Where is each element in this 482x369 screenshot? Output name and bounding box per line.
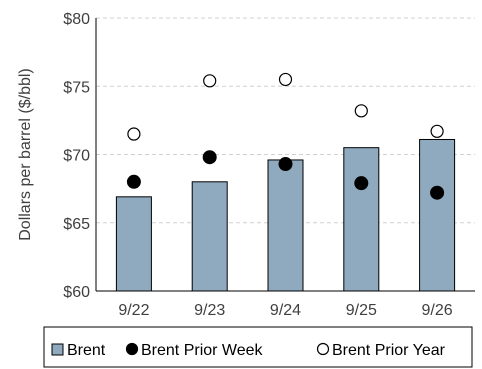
bar-brent: [343, 147, 380, 292]
legend-label: Brent Prior Week: [141, 342, 264, 359]
legend: Brent Brent Prior Week Brent Prior Year: [43, 326, 473, 368]
y-tick-label: $60: [63, 284, 90, 301]
point-brent-prior-week: [354, 176, 369, 191]
point-brent-prior-year: [203, 74, 217, 88]
x-tick-labels: 9/22 9/23 9/24 9/25 9/26: [118, 302, 452, 319]
markers: [126, 72, 445, 200]
point-brent-prior-year: [127, 127, 141, 141]
bar-brent: [191, 181, 228, 292]
x-tick-label: 9/26: [422, 302, 453, 319]
x-tick-label: 9/23: [194, 302, 225, 319]
y-tick-label: $65: [63, 216, 90, 233]
legend-marker-brent-prior-year: [316, 342, 330, 356]
point-brent-prior-week: [126, 174, 141, 189]
point-brent-prior-year: [354, 104, 368, 118]
legend-label: Brent Prior Year: [332, 342, 446, 359]
point-brent-prior-year: [278, 72, 293, 87]
axes: [95, 18, 475, 292]
y-axis-title: Dollars per barrel ($/bbl): [17, 68, 34, 241]
y-tick-label: $80: [63, 11, 90, 28]
legend-swatch-brent: [51, 343, 64, 356]
point-brent-prior-week: [202, 150, 217, 165]
point-brent-prior-week: [278, 157, 293, 172]
legend-label: Brent: [67, 342, 106, 359]
legend-marker-brent-prior-week: [125, 342, 139, 356]
y-tick-labels: $60 $65 $70 $75 $80: [63, 11, 90, 301]
legend-box: [43, 326, 473, 368]
point-brent-prior-week: [430, 185, 445, 200]
point-brent-prior-year: [430, 124, 444, 138]
bar-brent: [419, 138, 456, 292]
x-tick-label: 9/24: [270, 302, 301, 319]
bar-brent: [267, 159, 304, 292]
bar-brent: [115, 196, 152, 292]
y-tick-label: $70: [63, 148, 90, 165]
x-tick-label: 9/25: [346, 302, 377, 319]
x-tick-label: 9/22: [118, 302, 149, 319]
y-tick-label: $75: [63, 79, 90, 96]
